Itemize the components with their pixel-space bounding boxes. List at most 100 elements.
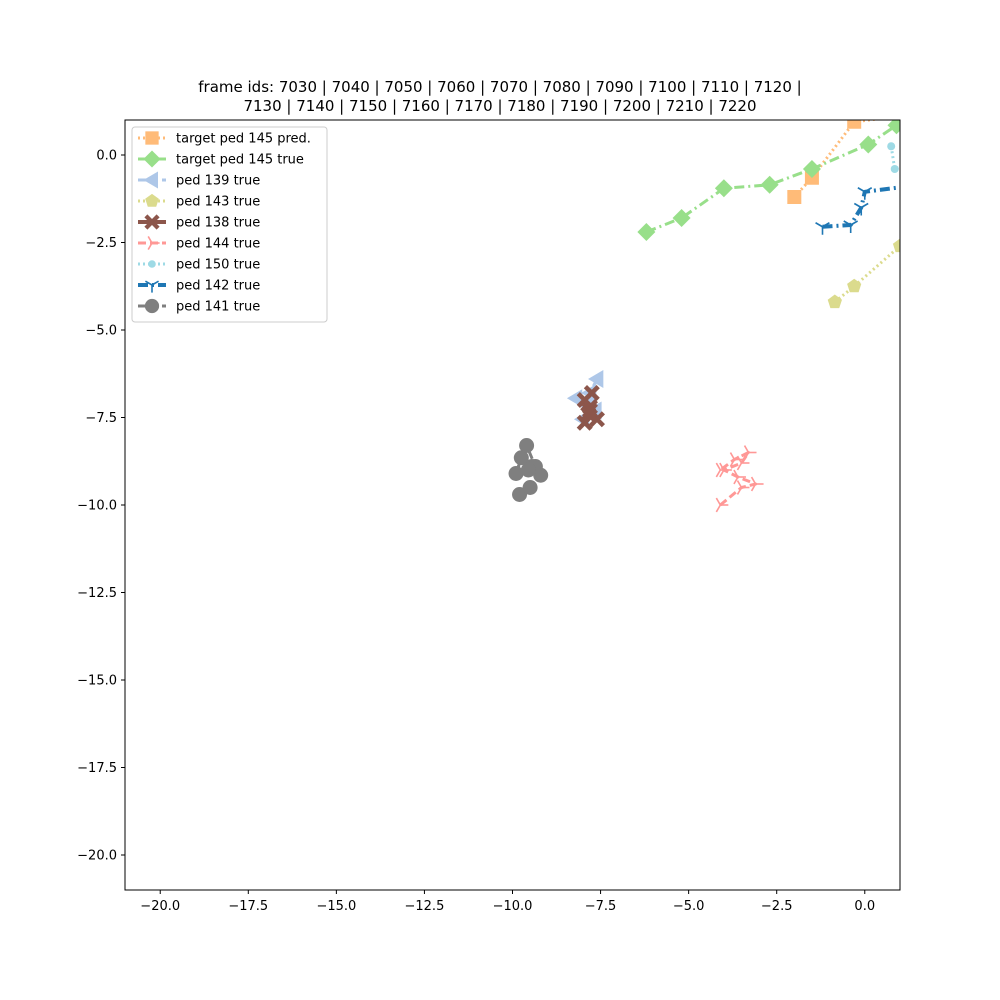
data-point-marker bbox=[892, 238, 900, 253]
data-point-marker bbox=[750, 476, 764, 492]
data-point-marker bbox=[743, 445, 757, 460]
data-point-marker bbox=[899, 182, 900, 184]
data-point-marker bbox=[843, 220, 859, 233]
tri-arm bbox=[719, 462, 725, 471]
data-point-marker bbox=[890, 165, 899, 173]
legend-entry: ped 139 true bbox=[138, 171, 260, 189]
data-point-marker bbox=[802, 160, 821, 178]
chart-title-line-1: frame ids: 7030 | 7040 | 7050 | 7060 | 7… bbox=[198, 78, 802, 96]
legend-entry: ped 142 true bbox=[138, 279, 260, 294]
legend-entry: ped 150 true bbox=[138, 258, 260, 273]
tri-arm bbox=[822, 222, 830, 228]
data-point-marker bbox=[715, 497, 729, 513]
y-tick-label: −12.5 bbox=[77, 586, 117, 601]
legend-label: target ped 145 pred. bbox=[176, 132, 311, 147]
y-tick-label: −20.0 bbox=[77, 849, 117, 864]
data-point-marker bbox=[143, 150, 161, 168]
legend: target ped 145 pred. target ped 145 true p… bbox=[131, 126, 328, 323]
series-4 bbox=[576, 385, 605, 431]
data-point-marker bbox=[827, 294, 842, 309]
x-tick-label: 0.0 bbox=[854, 899, 875, 914]
data-point-marker bbox=[145, 131, 159, 145]
data-point-marker bbox=[859, 135, 878, 154]
data-point-marker bbox=[847, 278, 862, 293]
tri-arm bbox=[899, 182, 900, 184]
data-point-marker bbox=[714, 179, 733, 198]
data-point-marker bbox=[736, 480, 750, 495]
data-point-marker bbox=[582, 402, 598, 419]
data-point-marker bbox=[148, 260, 156, 268]
x-tick-label: −10.0 bbox=[493, 899, 533, 914]
x-tick-label: −12.5 bbox=[405, 899, 445, 914]
legend-label: ped 144 true bbox=[176, 237, 260, 252]
data-point-marker bbox=[588, 370, 604, 388]
data-point-marker bbox=[144, 214, 160, 230]
legend-entry: ped 141 true bbox=[138, 298, 260, 315]
tri-arm bbox=[736, 480, 743, 488]
series-6 bbox=[887, 142, 922, 173]
tri-arm bbox=[733, 469, 739, 478]
data-point-marker bbox=[672, 209, 691, 227]
tri-arm bbox=[715, 462, 722, 471]
x-tick-label: −15.0 bbox=[316, 899, 356, 914]
data-point-marker bbox=[520, 462, 536, 478]
legend-label: ped 141 true bbox=[176, 300, 260, 315]
data-point-marker bbox=[147, 236, 160, 250]
tri-arm bbox=[815, 222, 823, 228]
y-tick-label: −15.0 bbox=[77, 674, 117, 689]
legend-label: ped 139 true bbox=[176, 174, 260, 189]
legend-entry: target ped 145 true bbox=[138, 150, 304, 168]
y-tick-label: −10.0 bbox=[77, 499, 117, 514]
y-tick-label: −7.5 bbox=[85, 411, 117, 426]
axes: −20.0 −17.5 −15.0 −12.5 −10.0 −7.5 −5.0 −2.5 0.0… bbox=[77, 149, 875, 915]
tri-arm bbox=[729, 459, 736, 467]
legend-label: target ped 145 true bbox=[176, 153, 304, 168]
data-point-marker bbox=[914, 158, 922, 166]
series-line bbox=[719, 451, 758, 507]
tri-arm bbox=[864, 187, 873, 193]
tri-arm bbox=[853, 202, 862, 209]
tri-arm bbox=[743, 452, 750, 460]
series-5 bbox=[715, 445, 764, 513]
tri-arm bbox=[850, 220, 859, 226]
legend-entry: ped 143 true bbox=[138, 193, 260, 210]
x-tick-label: −5.0 bbox=[673, 899, 705, 914]
legend-entry: ped 144 true bbox=[138, 236, 260, 252]
data-point-marker bbox=[729, 452, 743, 467]
series-7 bbox=[815, 182, 900, 235]
legend-entry: ped 138 true bbox=[138, 214, 260, 231]
tri-arm bbox=[147, 242, 153, 250]
data-point-marker bbox=[733, 469, 746, 485]
data-point-marker bbox=[145, 193, 159, 207]
legend-label: ped 138 true bbox=[176, 216, 260, 231]
tri-arm bbox=[860, 202, 869, 209]
tri-arm bbox=[151, 280, 159, 286]
y-tick-label: −2.5 bbox=[85, 236, 117, 251]
tri-arm bbox=[843, 220, 852, 226]
data-point-marker bbox=[853, 202, 869, 216]
tri-arm bbox=[736, 487, 743, 495]
data-point-marker bbox=[637, 223, 656, 241]
data-point-marker bbox=[508, 466, 524, 481]
data-point-marker bbox=[887, 142, 896, 151]
tri-arm bbox=[736, 462, 743, 471]
tri-arm bbox=[145, 280, 153, 286]
data-point-marker bbox=[522, 480, 538, 495]
data-point-marker bbox=[144, 298, 160, 314]
tri-arm bbox=[715, 497, 722, 506]
tri-arm bbox=[715, 469, 722, 478]
tri-arm bbox=[743, 445, 750, 453]
data-point-marker bbox=[576, 414, 593, 431]
legend-label: ped 150 true bbox=[176, 258, 260, 273]
y-tick-label: −17.5 bbox=[77, 761, 117, 776]
series-layer bbox=[508, 120, 922, 513]
chart-title-line-2: 7130 | 7140 | 7150 | 7160 | 7170 | 7180 … bbox=[243, 97, 757, 115]
data-point-marker bbox=[787, 190, 802, 204]
tri-arm bbox=[719, 469, 725, 478]
tri-arm bbox=[147, 236, 153, 244]
y-tick-label: 0.0 bbox=[96, 149, 117, 164]
legend-entry: target ped 145 pred. bbox=[138, 131, 311, 147]
data-point-marker bbox=[857, 187, 873, 200]
series-8 bbox=[508, 438, 549, 502]
